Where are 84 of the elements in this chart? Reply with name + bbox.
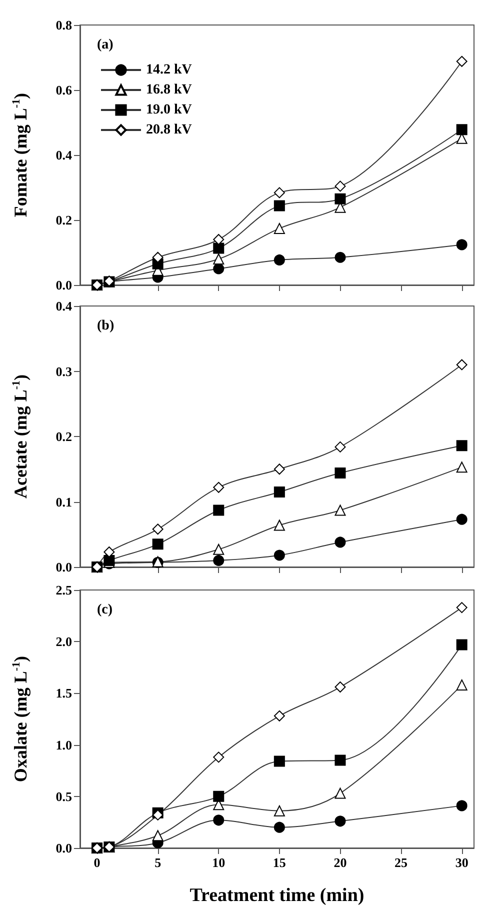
point — [104, 546, 115, 558]
point — [456, 440, 468, 452]
point — [274, 222, 285, 234]
point — [213, 790, 224, 802]
y-tick-label: 0.6 — [56, 82, 72, 98]
point — [456, 56, 468, 67]
point — [213, 482, 224, 493]
point — [456, 239, 468, 250]
legend-label: 19.0 kV — [146, 102, 192, 118]
point — [456, 800, 468, 812]
point — [274, 550, 285, 561]
y-axis-title: Fomate (mg L-1) — [10, 92, 30, 218]
point — [456, 679, 468, 690]
point — [456, 462, 468, 473]
point — [213, 242, 224, 254]
y-tick-label: 0.1 — [56, 494, 72, 510]
legend-label: 20.8 kV — [146, 122, 192, 138]
y-tick-label: 0.3 — [56, 364, 72, 379]
point — [334, 193, 346, 204]
point — [213, 263, 224, 274]
point — [274, 710, 285, 722]
x-tick-label: 5 — [154, 855, 162, 870]
y-tick-label: 0.2 — [56, 429, 72, 444]
point — [334, 180, 346, 192]
y-tick-label: 0.0 — [56, 278, 72, 292]
y-axis-title: Oxalate (mg L-1) — [10, 656, 30, 782]
x-tick-label: 10 — [212, 855, 226, 870]
y-tick-label: 1.5 — [56, 686, 72, 701]
point — [213, 814, 224, 826]
point — [274, 486, 285, 498]
point — [213, 544, 224, 555]
x-axis-title: Treatment time (min) — [190, 885, 364, 906]
legend-label: 14.2 kV — [146, 62, 192, 78]
y-tick-label: 1.0 — [56, 737, 72, 752]
x-tick-label: 30 — [455, 855, 468, 870]
point — [152, 252, 164, 263]
y-tick-label: 0.0 — [56, 560, 72, 574]
point — [152, 538, 164, 550]
point — [334, 441, 346, 452]
point — [334, 788, 346, 799]
point — [456, 359, 468, 370]
point — [213, 554, 224, 566]
point — [274, 822, 285, 833]
y-tick-label: 2.5 — [56, 582, 72, 598]
x-tick-label: 20 — [334, 855, 347, 870]
y-tick-label: 0.4 — [56, 298, 72, 314]
point — [213, 254, 224, 264]
y-tick-label: 0.8 — [56, 18, 72, 32]
point — [213, 752, 224, 763]
y-tick-label: 0.2 — [56, 212, 72, 228]
text: (a) — [97, 38, 114, 52]
point — [152, 524, 164, 535]
x-tick-label: 15 — [272, 855, 286, 870]
point — [456, 639, 468, 650]
point — [274, 200, 285, 212]
point — [152, 830, 164, 842]
point — [213, 234, 224, 245]
x-tick-label: 0 — [94, 855, 100, 870]
text: (b) — [97, 318, 114, 334]
point — [274, 805, 285, 816]
point — [334, 754, 346, 766]
point — [274, 464, 285, 475]
y-axis-title: Acetate (mg L-1) — [10, 374, 30, 499]
point — [456, 602, 468, 614]
point — [274, 254, 285, 266]
point — [274, 756, 285, 767]
point — [274, 187, 285, 198]
y-tick-label: 2.0 — [56, 634, 72, 650]
point — [334, 816, 346, 827]
point — [274, 520, 285, 531]
y-tick-label: 0.0 — [56, 840, 72, 856]
point — [334, 504, 346, 516]
point — [334, 468, 346, 479]
point — [334, 252, 346, 263]
legend-label: 16.8 kV — [146, 82, 192, 98]
point — [456, 124, 468, 136]
x-tick-label: 25 — [394, 855, 408, 870]
text: (c) — [97, 602, 113, 618]
point — [456, 514, 468, 525]
point — [334, 536, 346, 548]
y-tick-label: 0.4 — [56, 148, 72, 162]
point — [213, 504, 224, 516]
y-tick-label: 0.5 — [56, 788, 72, 804]
point — [334, 682, 346, 693]
